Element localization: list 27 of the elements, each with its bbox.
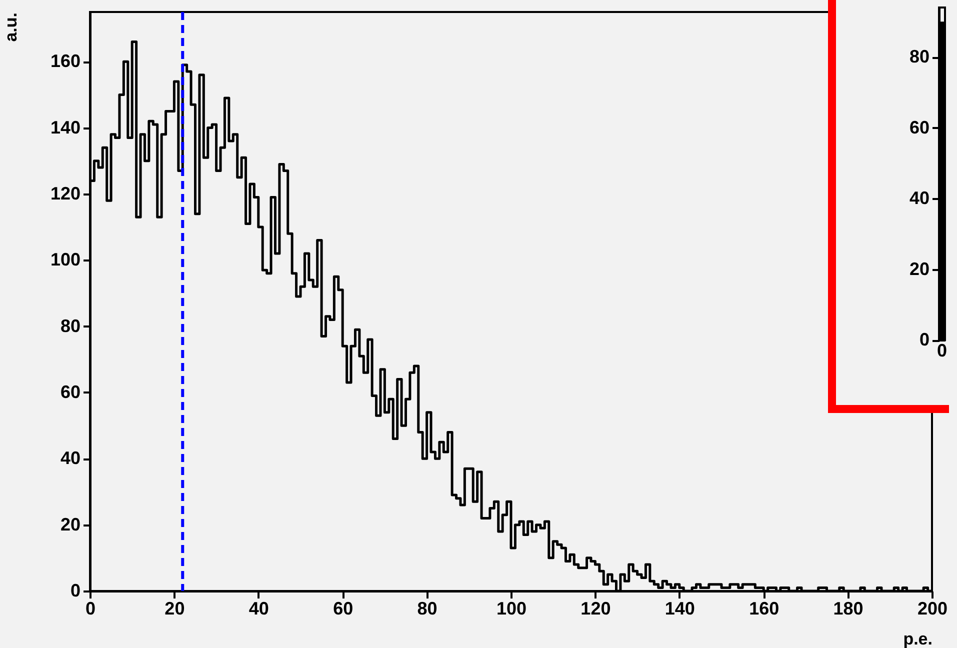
- x-tick-label: 160: [749, 598, 780, 618]
- x-tick-label: 80: [417, 598, 438, 618]
- y-tick-label: 80: [60, 316, 80, 336]
- y-tick-label: 0: [919, 330, 930, 350]
- y-tick-label: 40: [909, 188, 930, 208]
- y-tick-label: 120: [50, 183, 80, 204]
- x-tick-label: 100: [496, 598, 527, 618]
- y-axis-title: a.u.: [2, 12, 20, 42]
- x-tick-label: 40: [248, 598, 269, 618]
- y-tick-label: 20: [909, 258, 930, 279]
- x-tick-label: 180: [833, 598, 864, 618]
- x-axis-title: p.e.: [903, 630, 932, 648]
- y-tick-label: 140: [50, 117, 80, 138]
- x-tick-label: 20: [164, 598, 185, 618]
- y-tick-label: 100: [50, 250, 80, 270]
- y-tick-label: 80: [909, 46, 930, 67]
- y-tick-label: 0: [70, 580, 80, 600]
- x-tick-label: 60: [333, 598, 354, 618]
- y-tick-label: 60: [60, 382, 80, 402]
- x-tick-label: 120: [580, 598, 611, 618]
- x-tick-label: 0: [85, 598, 96, 618]
- x-tick-label: 140: [664, 598, 695, 618]
- x-tick-label: 200: [917, 598, 948, 618]
- y-tick-label: 160: [50, 51, 80, 72]
- y-tick-label: 20: [60, 514, 80, 534]
- y-tick-label: 60: [909, 117, 930, 138]
- y-tick-label: 40: [60, 448, 80, 468]
